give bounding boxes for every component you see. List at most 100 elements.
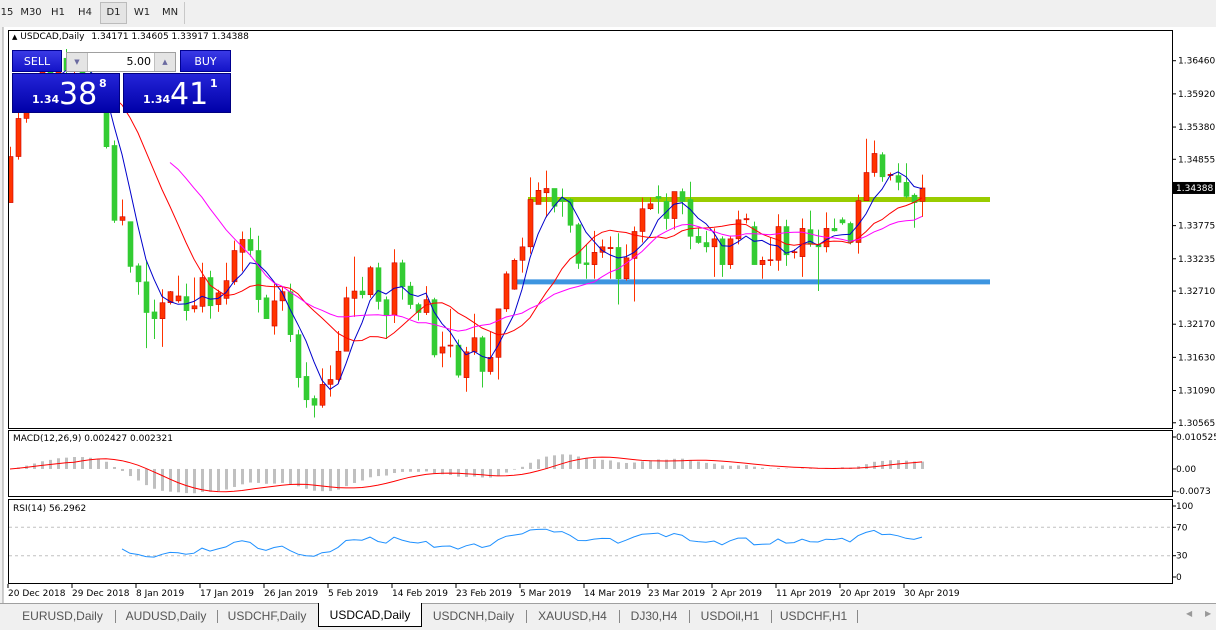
- macd-histogram-bar: [121, 469, 124, 471]
- tab-usdcad-daily[interactable]: USDCAD,Daily: [318, 603, 422, 627]
- date-axis-label: 30 Apr 2019: [904, 589, 960, 599]
- chart-symbol-title: USDCAD,Daily: [20, 32, 84, 42]
- macd-histogram-bar: [921, 462, 924, 469]
- macd-histogram-bar: [81, 457, 84, 469]
- macd-histogram-bar: [73, 457, 76, 469]
- price-axis-label: 1.31630: [1178, 353, 1215, 363]
- candle-body: [304, 376, 309, 399]
- macd-histogram-bar: [489, 469, 492, 478]
- price-axis-label: 1.30565: [1178, 419, 1215, 429]
- macd-histogram-bar: [329, 469, 332, 491]
- bullish-candle: [504, 271, 509, 312]
- candle-body: [512, 260, 517, 289]
- sell-price-box[interactable]: 1.34 38 8: [12, 73, 120, 113]
- macd-histogram-bar: [193, 469, 196, 493]
- candle-body: [904, 182, 909, 196]
- tab-dj30-h4[interactable]: DJ30,H4: [620, 606, 688, 626]
- lot-size-stepper: ▼ ▲: [66, 52, 176, 72]
- candle-body: [776, 227, 781, 261]
- tab-usdoil-h1[interactable]: USDOil,H1: [690, 606, 770, 626]
- macd-histogram-bar: [641, 461, 644, 469]
- bullish-candle: [368, 266, 373, 298]
- collapse-triangle-icon[interactable]: ▲: [12, 33, 17, 41]
- macd-histogram-bar: [561, 454, 564, 469]
- candle-body: [624, 258, 629, 279]
- buy-price-box[interactable]: 1.34 41 1: [123, 73, 231, 113]
- macd-histogram-bar: [377, 469, 380, 476]
- lot-increase-icon[interactable]: ▲: [154, 53, 175, 71]
- tab-xauusd-h4[interactable]: XAUUSD,H4: [527, 606, 618, 626]
- candle-body: [648, 204, 653, 209]
- candle-body: [752, 227, 757, 265]
- macd-histogram-bar: [625, 463, 628, 469]
- macd-histogram-bar: [257, 469, 260, 483]
- candle-body: [688, 200, 693, 237]
- date-axis-label: 8 Jan 2019: [136, 589, 184, 599]
- date-axis-label: 5 Mar 2019: [520, 589, 572, 599]
- date-axis-label: 20 Dec 2018: [8, 589, 66, 599]
- macd-histogram-bar: [321, 469, 324, 491]
- macd-histogram-bar: [313, 469, 316, 491]
- macd-histogram-bar: [553, 455, 556, 469]
- macd-axis-label: -0.0073: [1176, 487, 1211, 497]
- tab-usdchf-daily[interactable]: USDCHF,Daily: [218, 606, 316, 626]
- date-axis-label: 14 Feb 2019: [392, 589, 448, 599]
- macd-axis-label: 0.00: [1176, 465, 1196, 475]
- rsi-axis-label: 100: [1176, 502, 1193, 512]
- tab-usdcnh-daily[interactable]: USDCNH,Daily: [422, 606, 525, 626]
- candle-body: [440, 347, 445, 353]
- macd-histogram-bar: [521, 467, 524, 469]
- macd-histogram-bar: [345, 469, 348, 486]
- macd-histogram-bar: [513, 469, 516, 470]
- macd-histogram-bar: [473, 469, 476, 477]
- candle-body: [328, 379, 333, 384]
- macd-histogram-bar: [721, 465, 724, 469]
- candle-body: [640, 209, 645, 232]
- macd-histogram-bar: [265, 469, 268, 484]
- candle-body: [680, 192, 685, 202]
- bearish-candle: [264, 295, 269, 319]
- candle-body: [576, 225, 581, 264]
- candle-body: [712, 239, 717, 247]
- one-click-trading-panel: SELL ▼ ▲ BUY 1.34 38 8 1.34 41 1: [12, 50, 231, 113]
- tab-usdchf-h1[interactable]: USDCHF,H1: [772, 606, 855, 626]
- macd-histogram-bar: [361, 469, 364, 481]
- tabs-scroll-right-icon[interactable]: ▶: [1205, 609, 1211, 618]
- candle-body: [296, 335, 301, 378]
- candle-body: [744, 219, 749, 220]
- buy-button[interactable]: BUY: [180, 50, 231, 72]
- candle-body: [248, 239, 253, 250]
- candle-body: [112, 145, 117, 220]
- lot-size-input[interactable]: [89, 53, 153, 71]
- candle-body: [272, 301, 277, 326]
- macd-histogram-bar: [593, 459, 596, 469]
- tab-eurusd-daily[interactable]: EURUSD,Daily: [12, 606, 113, 626]
- candle-body: [320, 384, 325, 405]
- candle-body: [200, 278, 205, 307]
- macd-histogram-bar: [289, 469, 292, 484]
- candle-body: [400, 263, 405, 287]
- macd-histogram-bar: [145, 469, 148, 485]
- macd-histogram-bar: [705, 463, 708, 469]
- macd-histogram-bar: [777, 468, 780, 469]
- sell-button[interactable]: SELL: [12, 50, 62, 72]
- price-axis-label: 1.33775: [1178, 222, 1215, 232]
- candle-body: [448, 345, 453, 346]
- macd-histogram-bar: [545, 457, 548, 469]
- bearish-candle: [432, 298, 437, 358]
- macd-histogram-bar: [233, 469, 236, 487]
- price-axis-label: 1.31090: [1178, 387, 1215, 397]
- macd-histogram-bar: [865, 464, 868, 469]
- tabs-scroll-left-icon[interactable]: ◀: [1186, 609, 1192, 618]
- candle-body: [136, 266, 141, 282]
- candle-body: [520, 247, 525, 261]
- date-axis-label: 14 Mar 2019: [584, 589, 641, 599]
- rsi-axis-label: 30: [1176, 552, 1188, 562]
- macd-histogram-bar: [297, 469, 300, 486]
- candle-body: [336, 351, 341, 379]
- candle-body: [760, 260, 765, 264]
- candle-body: [832, 228, 837, 230]
- lot-decrease-icon[interactable]: ▼: [67, 53, 88, 71]
- tab-audusd-daily[interactable]: AUDUSD,Daily: [117, 606, 215, 626]
- candle-body: [584, 263, 589, 265]
